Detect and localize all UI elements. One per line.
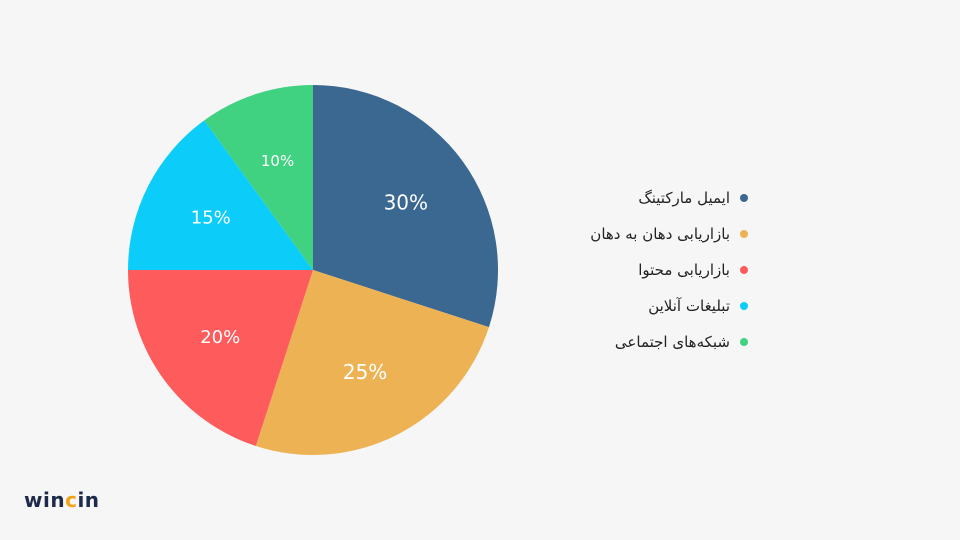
legend-label-2: بازاریابی محتوا bbox=[638, 261, 730, 279]
pie-slice-label-1: 25% bbox=[343, 360, 387, 384]
logo-text-in: in bbox=[77, 488, 100, 512]
pie-slice-3 bbox=[128, 120, 313, 271]
pie-slice-label-0: 30% bbox=[384, 191, 428, 215]
pie-labels: 30% 25% 20% 15% 10% bbox=[191, 152, 428, 384]
pie-slice-4 bbox=[204, 85, 313, 270]
logo-text-accent: c bbox=[65, 488, 78, 512]
wincoin-logo: wincin bbox=[24, 488, 100, 512]
pie-slice-2 bbox=[128, 270, 313, 446]
pie-slices bbox=[128, 85, 498, 455]
pie-slice-label-2: 20% bbox=[200, 327, 240, 348]
pie-slice-0 bbox=[313, 85, 498, 328]
logo-text-win: win bbox=[24, 488, 66, 512]
legend-dot-3 bbox=[740, 302, 748, 310]
pie-slice-1 bbox=[255, 270, 489, 455]
legend-label-4: شبکه‌های اجتماعی bbox=[614, 333, 730, 351]
legend-dot-0 bbox=[740, 194, 748, 202]
legend-item-1: بازاریابی دهان به دهان bbox=[590, 216, 748, 252]
legend-label-3: تبلیغات آنلاین bbox=[648, 297, 730, 315]
legend-dot-2 bbox=[740, 266, 748, 274]
legend-label-1: بازاریابی دهان به دهان bbox=[590, 225, 730, 243]
legend-item-4: شبکه‌های اجتماعی bbox=[590, 324, 748, 360]
legend-dot-4 bbox=[740, 338, 748, 346]
legend-label-0: ایمیل مارکتینگ bbox=[638, 189, 730, 207]
legend-item-3: تبلیغات آنلاین bbox=[590, 288, 748, 324]
legend-item-2: بازاریابی محتوا bbox=[590, 252, 748, 288]
legend-dot-1 bbox=[740, 230, 748, 238]
legend-item-0: ایمیل مارکتینگ bbox=[590, 180, 748, 216]
pie-slice-label-4: 10% bbox=[261, 152, 294, 170]
pie-slice-label-3: 15% bbox=[191, 207, 231, 228]
legend: ایمیل مارکتینگ بازاریابی دهان به دهان بازا… bbox=[590, 180, 748, 360]
